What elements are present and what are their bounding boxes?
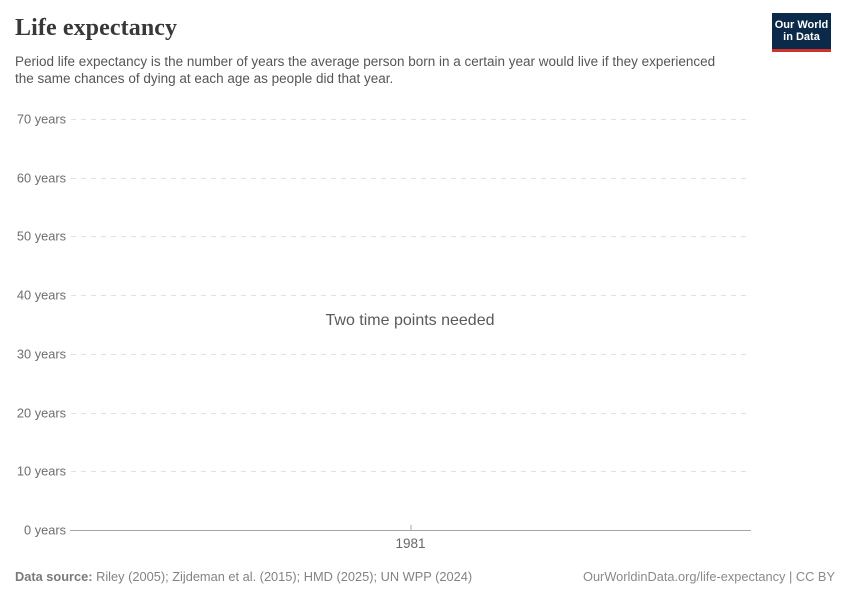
- chart-title: Life expectancy: [15, 15, 178, 41]
- y-gridline: [71, 295, 750, 297]
- chart-footer: Data source: Riley (2005); Zijdeman et a…: [15, 569, 835, 584]
- owid-logo-line1: Our World: [774, 19, 829, 31]
- y-gridline: [71, 353, 750, 355]
- y-gridline: [71, 236, 750, 238]
- x-axis-line: [70, 530, 751, 531]
- y-axis-tick-label: 60 years: [16, 170, 66, 186]
- chart-plot-area: Two time points needed 0 years 10 years 20…: [0, 105, 850, 565]
- y-axis-tick-label: 70 years: [16, 111, 66, 127]
- x-axis-tick-mark: [410, 525, 411, 530]
- attribution-link[interactable]: OurWorldinData.org/life-expectancy | CC …: [582, 569, 835, 584]
- y-gridline: [71, 119, 750, 120]
- data-source-label: Data source:: [15, 569, 93, 584]
- chart-subtitle: Period life expectancy is the number of …: [15, 54, 716, 86]
- y-axis-tick-label: 20 years: [16, 405, 66, 421]
- x-axis-tick-label: 1981: [395, 536, 426, 551]
- empty-state-message: Two time points needed: [325, 312, 495, 329]
- y-gridline: [71, 471, 750, 473]
- owid-logo-line2: in Data: [783, 31, 820, 43]
- y-axis-tick-label: 40 years: [16, 287, 66, 303]
- data-source-value: Riley (2005); Zijdeman et al. (2015); HM…: [96, 569, 473, 584]
- y-axis-tick-label: 30 years: [16, 346, 66, 362]
- owid-logo[interactable]: Our World in Data: [772, 13, 831, 52]
- data-source-note: Data source: Riley (2005); Zijdeman et a…: [15, 569, 472, 584]
- y-axis-tick-label: 0 years: [24, 522, 66, 538]
- y-axis-tick-label: 50 years: [16, 228, 66, 244]
- y-gridline: [71, 177, 750, 179]
- y-axis-tick-label: 10 years: [16, 463, 66, 479]
- y-gridline: [71, 412, 750, 414]
